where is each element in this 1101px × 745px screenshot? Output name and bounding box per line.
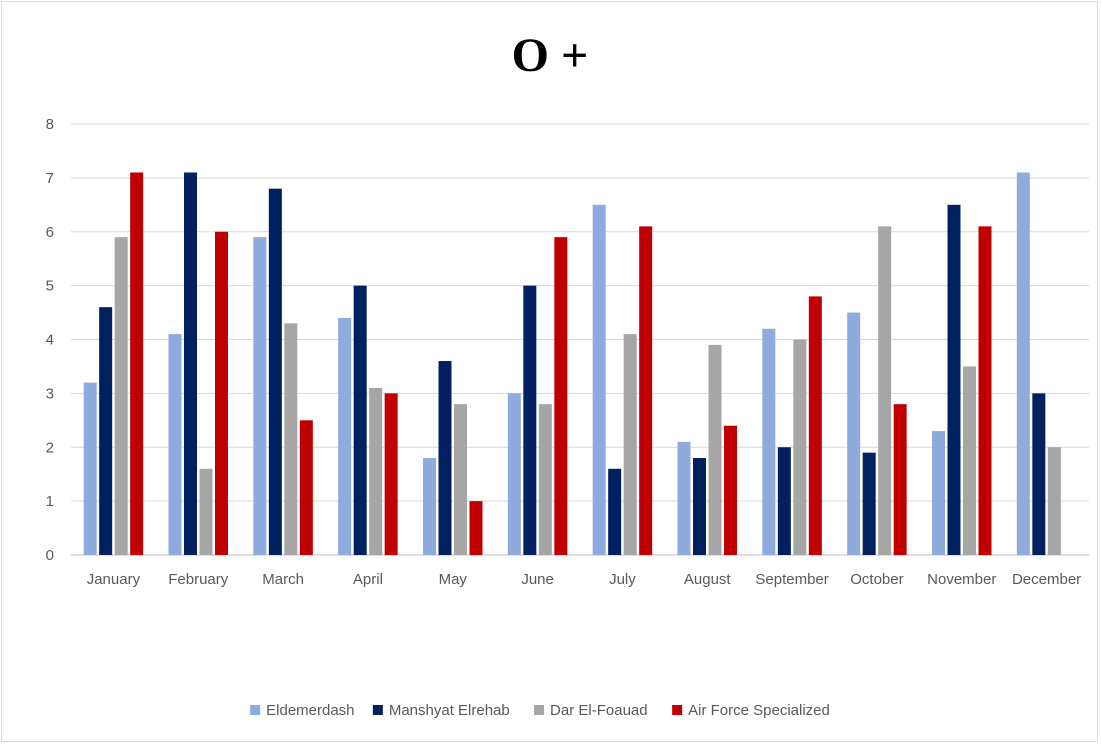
bar-dar-el-foauad-april bbox=[369, 387, 383, 555]
x-axis-labels: January February March April May June July Augu… bbox=[87, 571, 1081, 588]
bar-air-force-specialized-february bbox=[215, 231, 228, 555]
bar-dar-el-foauad-june bbox=[538, 404, 552, 555]
bar-air-force-specialized-august bbox=[724, 425, 737, 555]
bar-dar-el-foauad-may bbox=[454, 404, 467, 555]
y-tick-label: 3 bbox=[46, 385, 54, 402]
y-tick-label: 0 bbox=[46, 547, 54, 564]
bar-air-force-specialized-june bbox=[554, 237, 568, 555]
bar-air-force-specialized-september bbox=[808, 296, 822, 555]
x-tick-label: October bbox=[850, 571, 903, 588]
x-tick-label: August bbox=[684, 571, 732, 588]
legend-swatch-eldemerdash bbox=[250, 705, 261, 715]
bar-manshyat-elrehab-september bbox=[777, 447, 791, 555]
bar-eldemerdash-november bbox=[932, 431, 945, 555]
bar-eldemerdash-september bbox=[762, 328, 776, 555]
bar-dar-el-foauad-july bbox=[623, 334, 637, 555]
bar-manshyat-elrehab-december bbox=[1032, 393, 1046, 555]
y-tick-label: 8 bbox=[46, 116, 54, 133]
bar-manshyat-elrehab-may bbox=[438, 361, 452, 555]
bar-dar-el-foauad-august bbox=[708, 344, 722, 555]
legend-label-air-force-specialized: Air Force Specialized bbox=[688, 702, 830, 719]
bar-eldemerdash-october bbox=[847, 312, 861, 555]
legend-swatch-dar-el-foauad bbox=[534, 705, 545, 715]
bar-eldemerdash-february bbox=[168, 334, 182, 555]
x-tick-label: April bbox=[353, 571, 383, 588]
bar-air-force-specialized-october bbox=[893, 404, 907, 555]
x-tick-label: May bbox=[439, 571, 468, 588]
bar-air-force-specialized-may bbox=[469, 501, 483, 555]
bar-eldemerdash-june bbox=[507, 393, 521, 555]
bar-air-force-specialized-july bbox=[639, 226, 653, 556]
bar-manshyat-elrehab-august bbox=[693, 458, 706, 555]
x-tick-label: February bbox=[168, 571, 229, 588]
bar-air-force-specialized-january bbox=[130, 172, 144, 556]
bar-eldemerdash-january bbox=[83, 382, 97, 555]
x-tick-label: January bbox=[87, 571, 141, 588]
y-tick-label: 4 bbox=[46, 332, 54, 349]
legend-label-dar-el-foauad: Dar El-Foauad bbox=[550, 702, 648, 719]
bar-air-force-specialized-march bbox=[299, 420, 313, 555]
bar-eldemerdash-december bbox=[1016, 172, 1030, 556]
bar-eldemerdash-july bbox=[592, 204, 606, 555]
bar-manshyat-elrehab-february bbox=[184, 172, 197, 556]
bar-dar-el-foauad-february bbox=[199, 468, 213, 555]
bars bbox=[83, 172, 1061, 556]
y-tick-label: 6 bbox=[46, 224, 54, 241]
bar-dar-el-foauad-march bbox=[284, 323, 298, 555]
y-axis-ticks: 0 1 2 3 4 5 6 7 8 bbox=[46, 116, 54, 564]
y-tick-label: 2 bbox=[46, 439, 54, 456]
bar-dar-el-foauad-december bbox=[1047, 447, 1061, 555]
legend-swatch-air-force-specialized bbox=[672, 705, 683, 715]
bar-eldemerdash-may bbox=[423, 458, 436, 555]
bar-manshyat-elrehab-july bbox=[608, 468, 622, 555]
bar-air-force-specialized-april bbox=[384, 393, 398, 555]
y-tick-label: 7 bbox=[46, 170, 54, 187]
bar-manshyat-elrehab-march bbox=[268, 188, 282, 555]
y-tick-label: 1 bbox=[46, 493, 54, 510]
x-tick-label: November bbox=[927, 571, 996, 588]
legend-label-manshyat-elrehab: Manshyat Elrehab bbox=[389, 702, 510, 719]
bar-eldemerdash-august bbox=[677, 441, 691, 555]
bar-dar-el-foauad-september bbox=[793, 339, 807, 555]
bar-dar-el-foauad-november bbox=[963, 366, 976, 555]
gridlines bbox=[71, 123, 1089, 556]
x-tick-label: June bbox=[521, 571, 554, 588]
x-tick-label: July bbox=[609, 571, 636, 588]
bar-manshyat-elrehab-april bbox=[353, 285, 367, 555]
bar-manshyat-elrehab-november bbox=[947, 204, 961, 555]
bar-manshyat-elrehab-january bbox=[99, 307, 113, 555]
bar-manshyat-elrehab-june bbox=[523, 285, 537, 555]
bar-air-force-specialized-november bbox=[978, 226, 992, 556]
x-tick-label: March bbox=[262, 571, 304, 588]
bar-eldemerdash-march bbox=[253, 237, 267, 555]
x-tick-label: September bbox=[755, 571, 828, 588]
x-tick-label: December bbox=[1012, 571, 1081, 588]
legend: Eldemerdash Manshyat Elrehab Dar El-Foauad… bbox=[250, 702, 830, 719]
bar-dar-el-foauad-october bbox=[878, 226, 892, 556]
bar-eldemerdash-april bbox=[338, 317, 352, 555]
y-tick-label: 5 bbox=[46, 278, 54, 295]
bar-dar-el-foauad-january bbox=[114, 237, 128, 555]
bar-manshyat-elrehab-october bbox=[862, 452, 876, 555]
chart-title: O + bbox=[512, 29, 589, 82]
legend-swatch-manshyat-elrehab bbox=[372, 705, 383, 715]
legend-label-eldemerdash: Eldemerdash bbox=[266, 702, 354, 719]
